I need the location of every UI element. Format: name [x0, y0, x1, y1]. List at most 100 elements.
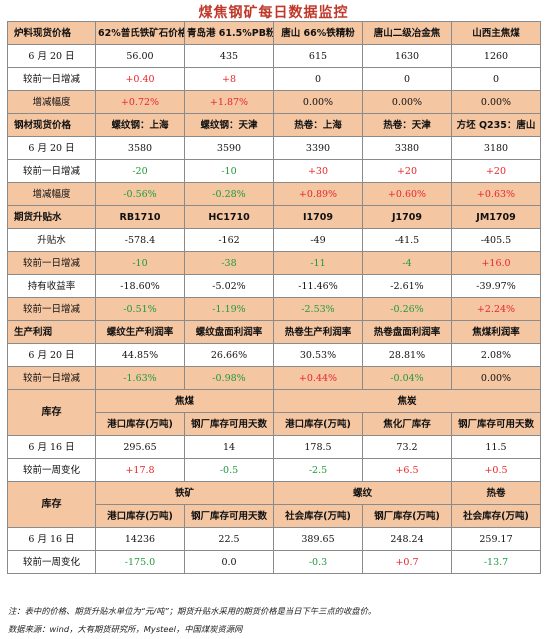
- s6-section-label: 库存: [7, 481, 96, 528]
- s5-col-header: 焦化厂库存: [362, 412, 452, 436]
- s6-col-header: 钢厂库存(万吨): [362, 504, 452, 528]
- s2-col-header: 螺纹钢：上海: [95, 113, 185, 137]
- s6-col-header: 港口库存(万吨): [95, 504, 185, 528]
- s3-cell: -10: [95, 251, 185, 275]
- s3-cell: -18.60%: [95, 274, 185, 298]
- s2-cell: +20: [362, 159, 452, 183]
- s6-col-header: 钢厂库存可用天数: [184, 504, 274, 528]
- s2-row: 6 月 20 日 3580 3590 3390 3380 3180: [7, 136, 541, 160]
- s5-cell: 178.5: [273, 435, 363, 459]
- unit-note: 注：表中的价格、期货升贴水单位为“元/吨”；期货升贴水采用的期货价格是当日下午三…: [8, 606, 377, 616]
- s1-row: 较前一日增减 +0.40 +8 0 0 0: [7, 67, 541, 91]
- s1-cell: 0.00%: [273, 90, 363, 114]
- s5-row-label: 6 月 16 日: [7, 435, 96, 459]
- s2-row: 较前一日增减 -20 -10 +30 +20 +20: [7, 159, 541, 183]
- s6-row-label: 较前一周变化: [7, 550, 96, 574]
- s5-group-header: 焦煤: [95, 389, 274, 413]
- s1-cell: +1.87%: [184, 90, 274, 114]
- s5-col-header: 钢厂库存可用天数: [184, 412, 274, 436]
- s6-group-header: 热卷: [451, 481, 541, 505]
- s2-cell: 3380: [362, 136, 452, 160]
- s6-col-header: 社会库存(万吨): [451, 504, 541, 528]
- s3-cell: -5.02%: [184, 274, 274, 298]
- s1-cell: 56.00: [95, 44, 185, 68]
- s2-cell: +30: [273, 159, 363, 183]
- s4-row: 6 月 20 日 44.85% 26.66% 30.53% 28.81% 2.08%: [7, 343, 541, 367]
- s5-cell: +6.5: [362, 458, 452, 482]
- s1-cell: +8: [184, 67, 274, 91]
- s1-row: 6 月 20 日 56.00 435 615 1630 1260: [7, 44, 541, 68]
- s3-cell: -11: [273, 251, 363, 275]
- s2-cell: -20: [95, 159, 185, 183]
- s5-header-row: 港口库存(万吨) 钢厂库存可用天数 港口库存(万吨) 焦化厂库存 钢厂库存可用天数: [8, 412, 541, 436]
- s3-row-label: 较前一日增减: [7, 297, 96, 321]
- s4-cell: 30.53%: [273, 343, 363, 367]
- s3-col-header: HC1710: [184, 205, 274, 229]
- s5-cell: 295.65: [95, 435, 185, 459]
- s5-cell: -0.5: [184, 458, 274, 482]
- s6-cell: +0.7: [362, 550, 452, 574]
- s2-col-header: 螺纹钢：天津: [184, 113, 274, 137]
- s5-cell: 14: [184, 435, 274, 459]
- s6-group-header: 螺纹: [273, 481, 452, 505]
- s1-cell: +0.40: [95, 67, 185, 91]
- s6-cell: 0.0: [184, 550, 274, 574]
- s6-cell: -175.0: [95, 550, 185, 574]
- page-title: 煤焦钢矿每日数据监控: [198, 5, 349, 21]
- s4-cell: 26.66%: [184, 343, 274, 367]
- s3-cell: -162: [184, 228, 274, 252]
- s1-cell: 435: [184, 44, 274, 68]
- s2-cell: -0.28%: [184, 182, 274, 206]
- s3-cell: -578.4: [95, 228, 185, 252]
- s2-col-header: 热卷：上海: [273, 113, 363, 137]
- s4-section-label: 生产利润: [7, 320, 96, 344]
- s6-group-row: 库存 铁矿 螺纹 热卷: [7, 481, 541, 528]
- s3-col-header: J1709: [362, 205, 452, 229]
- s4-cell: -1.63%: [95, 366, 185, 390]
- s2-header-row: 钢材现货价格 螺纹钢：上海 螺纹钢：天津 热卷：上海 热卷：天津 方坯 Q235：唐山: [7, 113, 541, 137]
- s4-header-row: 生产利润 螺纹生产利润率 螺纹盘面利润率 热卷生产利润率 热卷盘面利润率 焦煤利润率: [7, 320, 541, 344]
- s3-cell: -4: [362, 251, 452, 275]
- data-source: 数据来源：wind，大有期货研究所，Mysteel，中国煤炭资源网: [8, 624, 243, 634]
- s1-cell: +0.72%: [95, 90, 185, 114]
- s3-cell: -2.61%: [362, 274, 452, 298]
- s4-row: 较前一日增减 -1.63% -0.98% +0.44% -0.04% 0.00%: [7, 366, 541, 390]
- s5-cell: 73.2: [362, 435, 452, 459]
- s2-cell: +0.63%: [451, 182, 541, 206]
- s4-col-header: 螺纹生产利润率: [95, 320, 185, 344]
- s1-cell: 0: [362, 67, 452, 91]
- s3-cell: +2.24%: [451, 297, 541, 321]
- s2-row-label: 较前一日增减: [7, 159, 96, 183]
- s6-group-header: 铁矿: [95, 481, 274, 505]
- footnotes: 注：表中的价格、期货升贴水单位为“元/吨”；期货升贴水采用的期货价格是当日下午三…: [8, 602, 543, 638]
- s6-cell: -0.3: [273, 550, 363, 574]
- s6-cell: 259.17: [451, 527, 541, 551]
- s6-row: 较前一周变化 -175.0 0.0 -0.3 +0.7 -13.7: [7, 550, 541, 574]
- s4-cell: 0.00%: [451, 366, 541, 390]
- s3-cell: -39.97%: [451, 274, 541, 298]
- s3-cell: -38: [184, 251, 274, 275]
- s2-cell: 3590: [184, 136, 274, 160]
- s3-cell: -0.26%: [362, 297, 452, 321]
- s2-cell: +0.60%: [362, 182, 452, 206]
- s2-row-label: 增减幅度: [7, 182, 96, 206]
- s5-group-header: 焦炭: [273, 389, 541, 413]
- s3-cell: -41.5: [362, 228, 452, 252]
- s5-cell: +17.8: [95, 458, 185, 482]
- s4-cell: +0.44%: [273, 366, 363, 390]
- s4-cell: -0.98%: [184, 366, 274, 390]
- s5-row: 较前一周变化 +17.8 -0.5 -2.5 +6.5 +0.5: [7, 458, 541, 482]
- s1-row: 增减幅度 +0.72% +1.87% 0.00% 0.00% 0.00%: [7, 90, 541, 114]
- s2-section-label: 钢材现货价格: [7, 113, 96, 137]
- s3-row: 较前一日增减 -10 -38 -11 -4 +16.0: [7, 251, 541, 275]
- s5-col-header: 港口库存(万吨): [273, 412, 363, 436]
- s1-cell: 0: [451, 67, 541, 91]
- s5-section-label: 库存: [7, 389, 96, 436]
- s3-cell: -2.53%: [273, 297, 363, 321]
- s2-cell: 3580: [95, 136, 185, 160]
- s5-group-row: 库存 焦煤 焦炭: [7, 389, 541, 436]
- s1-col-header: 62%普氏铁矿石价格指数: [95, 21, 185, 45]
- s1-cell: 1630: [362, 44, 452, 68]
